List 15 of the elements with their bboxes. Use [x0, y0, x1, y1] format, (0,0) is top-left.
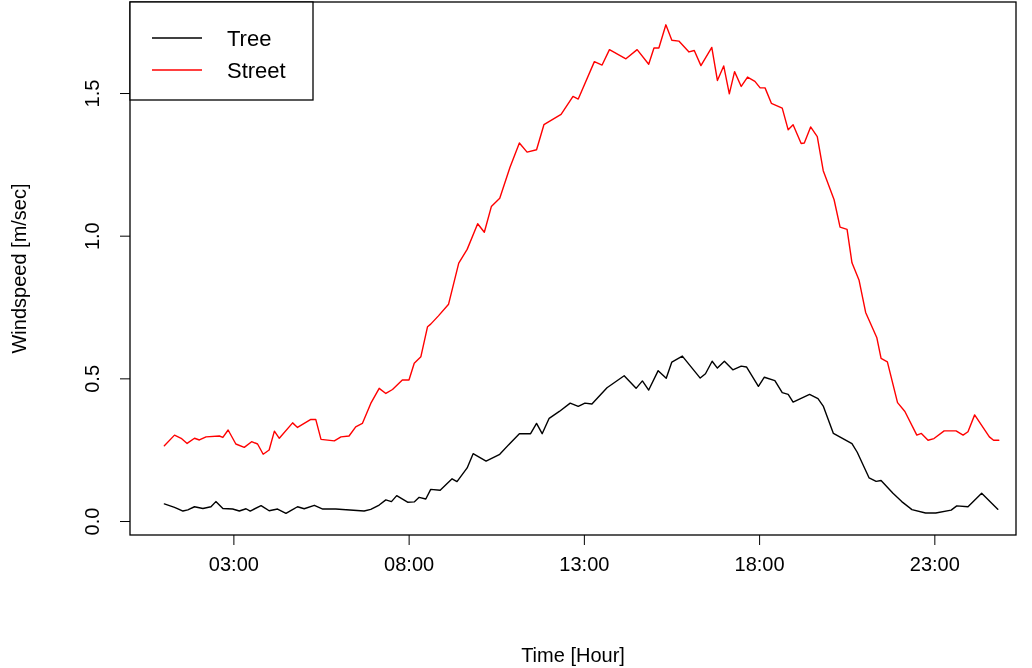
y-tick-label: 0.0 — [81, 507, 103, 536]
x-tick-label: 18:00 — [734, 553, 785, 576]
y-tick-label: 1.0 — [81, 222, 103, 251]
x-tick-label: 03:00 — [208, 553, 259, 576]
x-tick-label: 08:00 — [384, 553, 435, 576]
x-axis-title: Time [Hour] — [521, 644, 625, 666]
x-tick-label: 23:00 — [909, 553, 960, 576]
line-series — [163, 355, 999, 515]
y-tick-label: 0.5 — [81, 364, 103, 393]
legend-label: Tree — [227, 25, 272, 51]
legend-label: Street — [227, 57, 286, 83]
line-series — [163, 24, 1000, 455]
y-tick-label: 1.5 — [81, 79, 103, 108]
x-tick-label: 13:00 — [559, 553, 610, 576]
y-axis-title: Windspeed [m/sec] — [8, 183, 30, 354]
